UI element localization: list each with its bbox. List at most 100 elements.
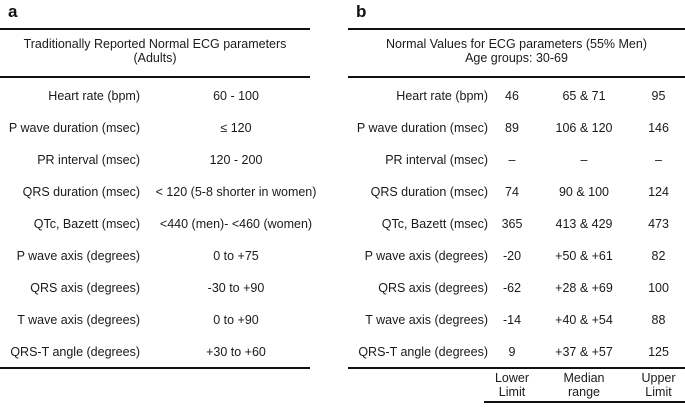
median-range-value: 413 & 429: [555, 217, 613, 231]
lower-limit-label-line2: Limit: [498, 385, 526, 399]
upper-limit-value: 82: [651, 249, 666, 263]
param-label: QTc, Bazett (msec): [381, 217, 488, 231]
median-range-value: +28 & +69: [555, 281, 613, 295]
param-value: 60 - 100: [213, 89, 259, 103]
table-b-header: Normal Values for ECG parameters (55% Me…: [348, 37, 685, 65]
table-b-header-line1: Normal Values for ECG parameters (55% Me…: [386, 37, 647, 51]
upper-limit-value: 88: [651, 313, 666, 327]
median-range-label-line1: Median: [563, 371, 605, 385]
table-a-bottom-rule: [0, 367, 310, 369]
param-value: +30 to +60: [206, 345, 266, 359]
table-row: Heart rate (bpm) 46 65 & 71 95: [348, 80, 685, 112]
param-label: QRS axis (degrees): [378, 281, 488, 295]
median-range-column-label: Median range: [536, 371, 632, 399]
param-label: P wave axis (degrees): [364, 249, 488, 263]
median-range-value: +50 & +61: [555, 249, 613, 263]
upper-limit-column-label: Upper Limit: [632, 371, 685, 399]
lower-limit-value: -14: [502, 313, 522, 327]
table-row: P wave axis (degrees) -20 +50 & +61 82: [348, 240, 685, 272]
param-label: QRS-T angle (degrees): [10, 345, 140, 359]
median-range-value: +37 & +57: [555, 345, 613, 359]
table-row: T wave axis (degrees) -14 +40 & +54 88: [348, 304, 685, 336]
lower-limit-value: –: [508, 153, 516, 167]
median-range-value: 90 & 100: [558, 185, 610, 199]
table-row: T wave axis (degrees) 0 to +90: [0, 304, 342, 336]
table-row: PR interval (msec) 120 - 200: [0, 144, 342, 176]
upper-limit-value: 124: [648, 185, 669, 199]
upper-limit-value: 473: [648, 217, 669, 231]
param-label: PR interval (msec): [37, 153, 140, 167]
upper-limit-value: 146: [648, 121, 669, 135]
param-label: P wave duration (msec): [356, 121, 488, 135]
table-a-header-line1: Traditionally Reported Normal ECG parame…: [23, 37, 287, 51]
upper-limit-label-line1: Upper: [641, 371, 676, 385]
param-label: T wave axis (degrees): [365, 313, 488, 327]
panel-a-label: a: [8, 2, 18, 21]
median-range-value: +40 & +54: [555, 313, 613, 327]
panel-b: b Normal Values for ECG parameters (55% …: [348, 0, 685, 408]
lower-limit-value: 365: [501, 217, 523, 231]
lower-limit-value: -62: [502, 281, 522, 295]
table-row: Heart rate (bpm) 60 - 100: [0, 80, 342, 112]
param-label: P wave axis (degrees): [16, 249, 140, 263]
table-row: PR interval (msec) – – –: [348, 144, 685, 176]
param-label: QRS duration (msec): [22, 185, 140, 199]
table-a-body: Heart rate (bpm) 60 - 100 P wave duratio…: [0, 80, 342, 368]
lower-limit-column-label: Lower Limit: [488, 371, 536, 399]
table-row: P wave duration (msec) 89 106 & 120 146: [348, 112, 685, 144]
param-label: QRS duration (msec): [370, 185, 488, 199]
upper-limit-value: 100: [648, 281, 669, 295]
param-label: P wave duration (msec): [8, 121, 140, 135]
table-b-column-footers: Lower Limit Median range Upper Limit: [488, 371, 685, 399]
param-label: QRS-T angle (degrees): [358, 345, 488, 359]
table-b-header-line2: Age groups: 30-69: [465, 51, 568, 65]
table-a-header-rule: [0, 76, 310, 78]
table-a-top-rule: [0, 28, 310, 30]
param-label: PR interval (msec): [385, 153, 488, 167]
lower-limit-value: -20: [502, 249, 522, 263]
table-b-body: Heart rate (bpm) 46 65 & 71 95 P wave du…: [348, 80, 685, 368]
panel-a: a Traditionally Reported Normal ECG para…: [0, 0, 342, 408]
table-b-footer-rule: [348, 367, 685, 369]
median-range-value: –: [580, 153, 588, 167]
table-a-header-line2: (Adults): [133, 51, 177, 65]
lower-limit-value: 74: [505, 185, 519, 199]
param-label: T wave axis (degrees): [17, 313, 140, 327]
upper-limit-value: 125: [648, 345, 669, 359]
lower-limit-label-line1: Lower: [494, 371, 530, 385]
table-row: QRS-T angle (degrees) 9 +37 & +57 125: [348, 336, 685, 368]
table-row: QTc, Bazett (msec) <440 (men)- <460 (wom…: [0, 208, 342, 240]
param-label: QTc, Bazett (msec): [33, 217, 140, 231]
table-row: QTc, Bazett (msec) 365 413 & 429 473: [348, 208, 685, 240]
param-value: 0 to +75: [213, 249, 259, 263]
table-b-top-rule: [348, 28, 685, 30]
median-range-value: 65 & 71: [562, 89, 606, 103]
table-row: QRS-T angle (degrees) +30 to +60: [0, 336, 342, 368]
upper-limit-value: –: [655, 153, 662, 167]
table-row: QRS axis (degrees) -30 to +90: [0, 272, 342, 304]
table-row: QRS duration (msec) < 120 (5-8 shorter i…: [0, 176, 342, 208]
median-range-label-line2: range: [568, 385, 600, 399]
panel-b-label: b: [356, 2, 367, 21]
param-value: ≤ 120: [220, 121, 252, 135]
param-value: 120 - 200: [209, 153, 263, 167]
upper-limit-label-line2: Limit: [645, 385, 672, 399]
lower-limit-value: 9: [508, 345, 516, 359]
param-value: -30 to +90: [207, 281, 265, 295]
table-row: QRS duration (msec) 74 90 & 100 124: [348, 176, 685, 208]
lower-limit-value: 46: [505, 89, 519, 103]
table-row: QRS axis (degrees) -62 +28 & +69 100: [348, 272, 685, 304]
upper-limit-value: 95: [651, 89, 666, 103]
table-a-header: Traditionally Reported Normal ECG parame…: [0, 37, 310, 65]
lower-limit-value: 89: [505, 121, 519, 135]
table-b-header-rule: [348, 76, 685, 78]
median-range-value: 106 & 120: [555, 121, 613, 135]
table-row: P wave duration (msec) ≤ 120: [0, 112, 342, 144]
table-row: P wave axis (degrees) 0 to +75: [0, 240, 342, 272]
param-label: Heart rate (bpm): [48, 89, 140, 103]
param-value: < 120 (5-8 shorter in women): [155, 185, 317, 199]
param-value: <440 (men)- <460 (women): [159, 217, 313, 231]
param-label: QRS axis (degrees): [30, 281, 140, 295]
param-value: 0 to +90: [213, 313, 259, 327]
